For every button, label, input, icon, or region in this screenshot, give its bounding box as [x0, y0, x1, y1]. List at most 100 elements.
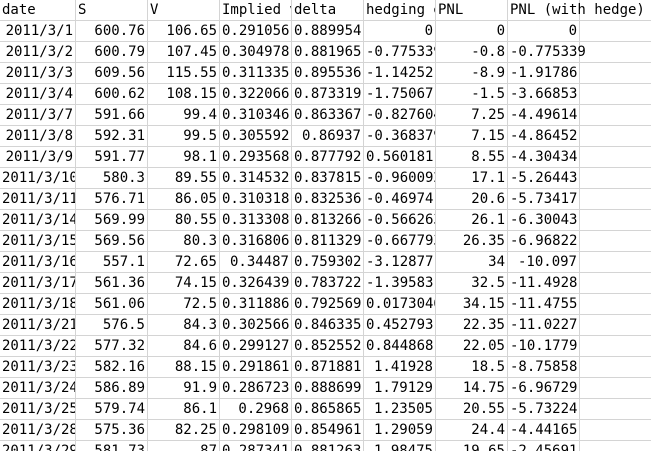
empty-cell[interactable] [580, 126, 651, 146]
cell-v[interactable]: 89.55 [148, 168, 220, 188]
cell-date[interactable]: 2011/3/14 [2, 210, 76, 230]
cell-hedging[interactable]: -0.566263 [366, 210, 436, 230]
cell-s[interactable]: 582.16 [76, 357, 148, 377]
cell-v[interactable]: 87 [148, 441, 220, 451]
empty-cell[interactable] [580, 105, 651, 125]
cell-implied-vol[interactable]: 0.299127 [220, 336, 292, 356]
cell-v[interactable]: 107.45 [148, 42, 220, 62]
cell-s[interactable]: 575.36 [76, 420, 148, 440]
cell-pnl[interactable]: 0 [436, 21, 508, 41]
cell-implied-vol[interactable]: 0.311335 [220, 63, 292, 83]
empty-cell[interactable] [580, 147, 651, 167]
cell-implied-vol[interactable]: 0.287341 [220, 441, 292, 451]
cell-pnl-with-hedge[interactable]: -5.73417 [508, 189, 580, 209]
cell-v[interactable]: 99.5 [148, 126, 220, 146]
cell-hedging[interactable]: 1.23505 [364, 399, 436, 419]
cell-hedging[interactable]: 0.560181 [364, 147, 436, 167]
header-pnl-with-hedge[interactable]: PNL (with hedge) [510, 0, 645, 20]
empty-cell[interactable] [580, 42, 651, 62]
empty-cell[interactable] [580, 189, 651, 209]
cell-v[interactable]: 72.5 [148, 294, 220, 314]
cell-hedging[interactable]: -0.775339 [366, 42, 436, 62]
cell-pnl-with-hedge[interactable]: -5.73224 [508, 399, 580, 419]
cell-delta[interactable]: 0.889954 [292, 21, 364, 41]
cell-s[interactable]: 580.3 [76, 168, 148, 188]
cell-hedging[interactable]: -1.14252 [364, 63, 436, 83]
cell-pnl-with-hedge[interactable]: -10.097 [508, 252, 580, 272]
cell-hedging[interactable]: -1.39583 [364, 273, 436, 293]
cell-pnl-with-hedge[interactable]: -8.75858 [508, 357, 580, 377]
cell-implied-vol[interactable]: 0.305592 [220, 126, 292, 146]
cell-implied-vol[interactable]: 0.326439 [220, 273, 292, 293]
cell-delta[interactable]: 0.783722 [292, 273, 364, 293]
cell-date[interactable]: 2011/3/3 [0, 63, 76, 83]
cell-v[interactable]: 86.05 [148, 189, 220, 209]
empty-cell[interactable] [580, 357, 651, 377]
cell-s[interactable]: 576.71 [76, 189, 148, 209]
cell-s[interactable]: 609.56 [76, 63, 148, 83]
cell-delta[interactable]: 0.86937 [292, 126, 364, 146]
cell-v[interactable]: 74.15 [148, 273, 220, 293]
cell-delta[interactable]: 0.881263 [292, 441, 364, 451]
cell-s[interactable]: 592.31 [76, 126, 148, 146]
cell-implied-vol[interactable]: 0.304978 [220, 42, 292, 62]
header-delta[interactable]: delta [292, 0, 364, 20]
cell-pnl-with-hedge[interactable]: -10.1779 [508, 336, 580, 356]
empty-cell[interactable] [580, 441, 651, 451]
cell-s[interactable]: 586.89 [76, 378, 148, 398]
empty-cell[interactable] [580, 84, 651, 104]
cell-hedging[interactable]: -3.12877 [364, 252, 436, 272]
cell-s[interactable]: 600.79 [76, 42, 148, 62]
cell-date[interactable]: 2011/3/24 [2, 378, 76, 398]
cell-implied-vol[interactable]: 0.34487 [220, 252, 292, 272]
empty-cell[interactable] [580, 252, 651, 272]
cell-pnl-with-hedge[interactable]: -5.26443 [508, 168, 580, 188]
header-hedging[interactable]: hedging e [366, 0, 436, 20]
empty-cell[interactable] [580, 420, 651, 440]
cell-delta[interactable]: 0.811329 [292, 231, 364, 251]
cell-pnl[interactable]: 22.05 [436, 336, 508, 356]
cell-v[interactable]: 86.1 [148, 399, 220, 419]
cell-pnl[interactable]: 14.75 [436, 378, 508, 398]
empty-cell[interactable] [580, 168, 651, 188]
cell-delta[interactable]: 0.846335 [292, 315, 364, 335]
cell-date[interactable]: 2011/3/15 [2, 231, 76, 251]
cell-pnl[interactable]: -8.9 [436, 63, 508, 83]
cell-hedging[interactable]: -0.368379 [366, 126, 436, 146]
cell-hedging[interactable]: 1.79129 [364, 378, 436, 398]
cell-pnl-with-hedge[interactable]: -4.30434 [508, 147, 580, 167]
cell-hedging[interactable]: 0.844868 [364, 336, 436, 356]
cell-pnl-with-hedge[interactable]: -3.66853 [508, 84, 580, 104]
cell-pnl[interactable]: 34 [436, 252, 508, 272]
empty-cell[interactable] [580, 336, 651, 356]
cell-v[interactable]: 91.9 [148, 378, 220, 398]
cell-s[interactable]: 600.76 [76, 21, 148, 41]
cell-implied-vol[interactable]: 0.316806 [220, 231, 292, 251]
cell-pnl-with-hedge[interactable]: -6.96729 [508, 378, 580, 398]
cell-date[interactable]: 2011/3/7 [0, 105, 76, 125]
empty-cell[interactable] [580, 378, 651, 398]
header-empty[interactable] [580, 0, 651, 20]
cell-pnl-with-hedge[interactable]: -4.49614 [508, 105, 580, 125]
cell-v[interactable]: 115.55 [148, 63, 220, 83]
cell-implied-vol[interactable]: 0.298109 [220, 420, 292, 440]
cell-s[interactable]: 561.36 [76, 273, 148, 293]
cell-pnl[interactable]: 17.1 [436, 168, 508, 188]
cell-delta[interactable]: 0.854961 [292, 420, 364, 440]
cell-date[interactable]: 2011/3/28 [2, 420, 76, 440]
cell-pnl-with-hedge[interactable]: -4.44165 [508, 420, 580, 440]
cell-date[interactable]: 2011/3/4 [0, 84, 76, 104]
cell-pnl-with-hedge[interactable]: -11.4755 [508, 294, 580, 314]
cell-implied-vol[interactable]: 0.322066 [220, 84, 292, 104]
cell-delta[interactable]: 0.871881 [292, 357, 364, 377]
cell-v[interactable]: 80.3 [148, 231, 220, 251]
cell-date[interactable]: 2011/3/9 [0, 147, 76, 167]
cell-delta[interactable]: 0.877792 [292, 147, 364, 167]
cell-s[interactable]: 569.56 [76, 231, 148, 251]
empty-cell[interactable] [580, 63, 651, 83]
cell-v[interactable]: 99.4 [148, 105, 220, 125]
cell-pnl[interactable]: 19.65 [436, 441, 508, 451]
cell-hedging[interactable]: 1.98475 [364, 441, 436, 451]
cell-v[interactable]: 84.6 [148, 336, 220, 356]
cell-pnl-with-hedge[interactable]: -0.775339 [510, 42, 586, 62]
